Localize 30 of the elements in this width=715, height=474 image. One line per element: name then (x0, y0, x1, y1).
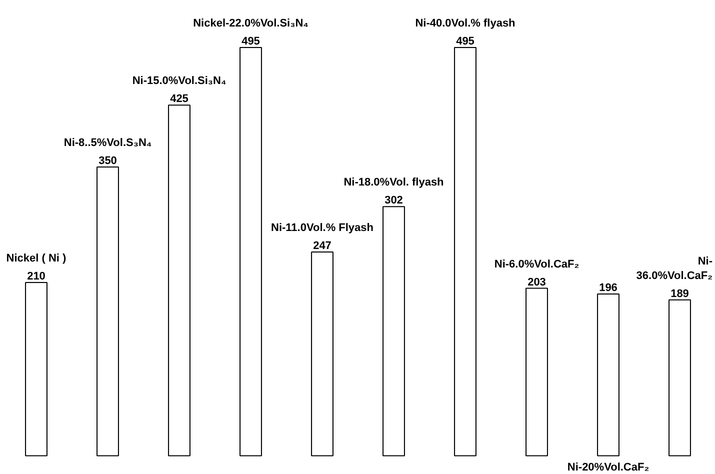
x-tick-label: Ni- 36.0%Vol.CaF₂ (636, 255, 713, 282)
data-label: 495 (456, 35, 474, 48)
bar (382, 206, 405, 456)
x-tick-label: Nickel ( Ni ) (6, 252, 67, 265)
x-tick-label: Ni-20%Vol.CaF₂ (567, 462, 650, 474)
x-tick-label: Nickel-22.0%Vol.Si₃N₄ (193, 17, 308, 30)
data-label: 302 (384, 194, 403, 207)
x-tick-label: Ni-6.0%Vol.CaF₂ (494, 258, 580, 270)
bar (668, 299, 691, 456)
x-tick-label: Ni-15.0%Vol.Si₃N₄ (132, 75, 226, 88)
bar (25, 282, 48, 456)
bar (454, 46, 476, 456)
data-label: 350 (98, 155, 117, 168)
bar (96, 166, 119, 456)
data-label: 203 (528, 276, 546, 288)
bar (168, 104, 190, 456)
data-label: 210 (27, 270, 46, 283)
data-label: 189 (670, 288, 689, 300)
bar (526, 288, 548, 456)
data-label: 247 (313, 240, 332, 252)
bar (240, 46, 262, 456)
bar (597, 294, 620, 456)
x-tick-label: Ni-40.0Vol.% flyash (415, 17, 516, 30)
bar (311, 252, 334, 456)
data-label: 425 (170, 93, 188, 106)
x-tick-label: Ni-18.0%Vol. flyash (344, 176, 444, 189)
x-tick-label: Ni-8..5%Vol.S₃N₄ (64, 137, 152, 150)
data-label: 196 (599, 282, 618, 294)
x-tick-label: Ni-11.0Vol.% Flyash (271, 222, 374, 234)
data-label: 495 (242, 35, 260, 48)
